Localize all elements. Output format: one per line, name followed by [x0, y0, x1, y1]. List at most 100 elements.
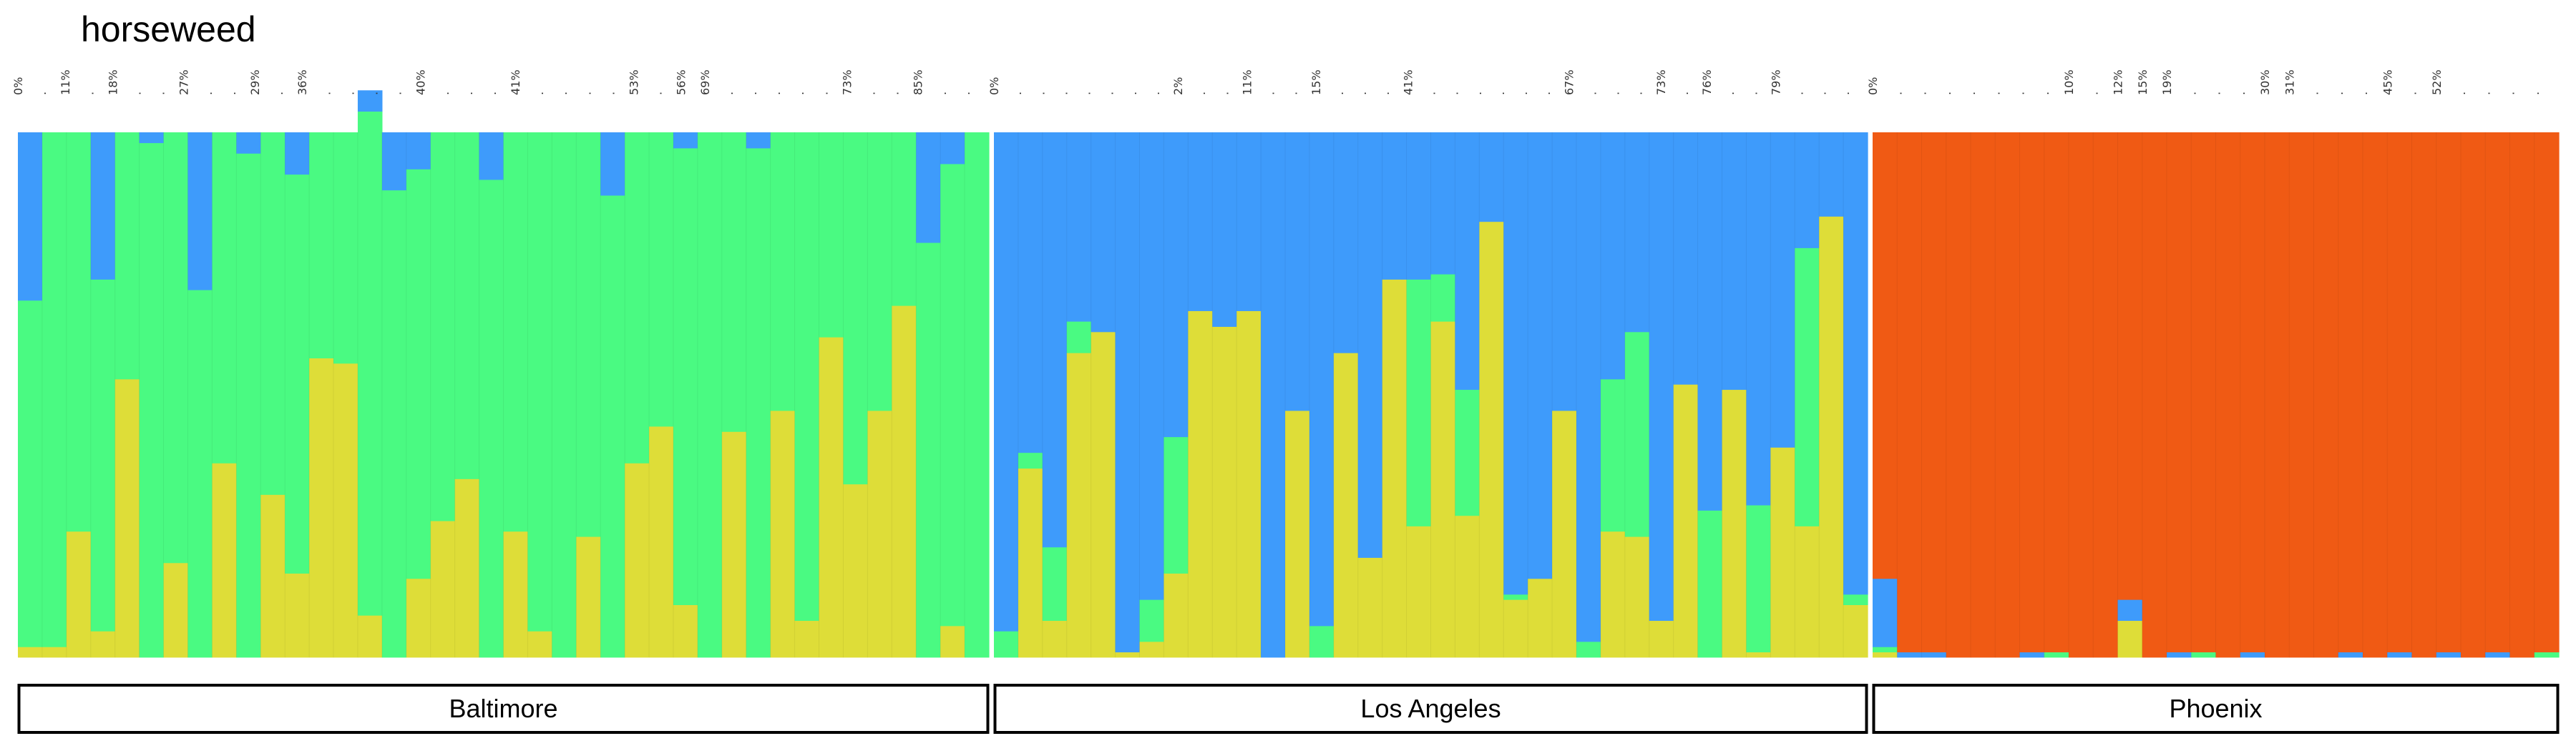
tick-label: .	[556, 92, 570, 95]
tick-label: .	[1815, 92, 1829, 95]
bar-segment-blue	[1236, 132, 1262, 311]
tick-label: .	[366, 92, 380, 95]
tick-label: .	[1838, 92, 1852, 95]
bar-segment-blue	[2485, 652, 2511, 658]
bar-segment-green	[333, 132, 358, 364]
bar-segment-yellow	[454, 478, 480, 658]
bar-segment-blue	[1091, 132, 1116, 333]
tick-label: .	[2038, 92, 2051, 95]
bar-segment-orange	[2117, 132, 2143, 600]
bar-segment-blue	[1795, 132, 1820, 248]
bar-segment-green	[139, 142, 165, 658]
bar-segment-green	[770, 132, 796, 411]
bar-segment-green	[2191, 652, 2217, 658]
bar-segment-green	[1843, 594, 1868, 605]
tick-label: 11%	[1240, 69, 1254, 95]
tick-label: .	[1010, 92, 1024, 95]
bar-segment-yellow	[1673, 384, 1699, 658]
bar-segment-yellow	[163, 562, 189, 658]
tick-label: 53%	[628, 69, 641, 95]
bar-segment-blue	[285, 132, 310, 175]
bar-segment-blue	[1382, 132, 1407, 280]
bar-segment-green	[479, 180, 504, 658]
bar-segment-orange	[2411, 132, 2437, 658]
bar-segment-green	[673, 148, 698, 605]
bar-segment-blue	[139, 132, 165, 144]
tick-label: .	[391, 92, 404, 95]
bar-segment-green	[1018, 452, 1043, 469]
tick-label: .	[462, 92, 475, 95]
tick-label: 19%	[2160, 69, 2174, 95]
tick-label: 11%	[59, 69, 72, 95]
bar-segment-green	[625, 132, 650, 463]
bar-segment-green	[721, 132, 747, 432]
bar-segment-yellow	[1600, 531, 1626, 658]
population-label: Phoenix	[2169, 694, 2262, 723]
bar-segment-yellow	[1843, 604, 1868, 658]
population-label: Los Angeles	[1360, 694, 1501, 723]
tick-label: .	[272, 92, 286, 95]
population-label-box	[993, 684, 1868, 734]
bar-segment-blue	[1921, 652, 1947, 658]
tick-label: .	[201, 92, 215, 95]
bar-segment-yellow	[1115, 652, 1141, 658]
bar-segment-green	[357, 111, 383, 616]
tick-label: .	[1217, 92, 1231, 95]
bar-segment-green	[90, 279, 116, 632]
bar-segment-yellow	[1873, 652, 1898, 658]
tick-label: 41%	[509, 69, 522, 95]
bar-segment-yellow	[430, 521, 456, 658]
bar-segment-yellow	[1285, 411, 1310, 658]
bar-segment-blue	[1528, 132, 1553, 579]
tick-label: .	[2308, 92, 2321, 95]
bar-segment-blue	[1746, 132, 1771, 506]
population-panel-phoenix	[1873, 132, 2560, 658]
bar-segment-blue	[357, 90, 383, 112]
bar-segment-green	[42, 132, 67, 647]
tick-label: .	[1989, 92, 2002, 95]
bar-segment-yellow	[260, 494, 286, 658]
tick-label: .	[1964, 92, 1978, 95]
bar-segment-green	[1455, 389, 1480, 516]
bar-segment-green	[867, 132, 892, 411]
tick-label: 52%	[2430, 69, 2444, 95]
tick-label: 76%	[1700, 69, 1714, 95]
tick-label: 0%	[987, 77, 1001, 95]
bar-segment-yellow	[212, 463, 237, 658]
tick-label: 67%	[1562, 69, 1576, 95]
tick-label: .	[1287, 92, 1300, 95]
bar-segment-yellow	[1624, 536, 1650, 658]
bar-segment-yellow	[1479, 221, 1504, 658]
bar-segment-blue	[1455, 132, 1480, 391]
bar-segment-blue	[1018, 132, 1043, 453]
bar-segment-yellow	[1212, 326, 1237, 658]
bar-segment-blue	[1600, 132, 1626, 380]
tick-label: .	[82, 92, 96, 95]
tick-label: .	[2504, 92, 2517, 95]
tick-label: 41%	[1401, 69, 1415, 95]
bar-segment-orange	[2069, 132, 2094, 658]
chart-title: horseweed	[81, 9, 256, 49]
tick-label: 30%	[2258, 69, 2272, 95]
bar-segment-yellow	[90, 631, 116, 658]
bar-segment-yellow	[1066, 353, 1092, 658]
bar-segment-orange	[2313, 132, 2339, 658]
bar-segment-blue	[1649, 132, 1674, 622]
bar-segment-green	[1503, 594, 1528, 600]
bar-segment-yellow	[357, 615, 383, 658]
bar-segment-green	[527, 132, 552, 632]
population-panel-baltimore	[18, 90, 990, 658]
bar-segment-blue	[2167, 652, 2192, 658]
bar-segment-blue	[1843, 132, 1868, 595]
bar-segment-green	[1795, 247, 1820, 526]
bar-segment-yellow	[285, 573, 310, 658]
bar-segment-green	[794, 132, 820, 622]
tick-label: .	[769, 92, 783, 95]
tick-label: 18%	[106, 69, 119, 95]
bar-segment-orange	[2093, 132, 2119, 658]
tick-label: .	[1080, 92, 1093, 95]
bar-segment-green	[576, 132, 601, 537]
tick-label: .	[1033, 92, 1047, 95]
bar-segment-yellow	[42, 647, 67, 658]
bar-segment-green	[406, 169, 431, 579]
